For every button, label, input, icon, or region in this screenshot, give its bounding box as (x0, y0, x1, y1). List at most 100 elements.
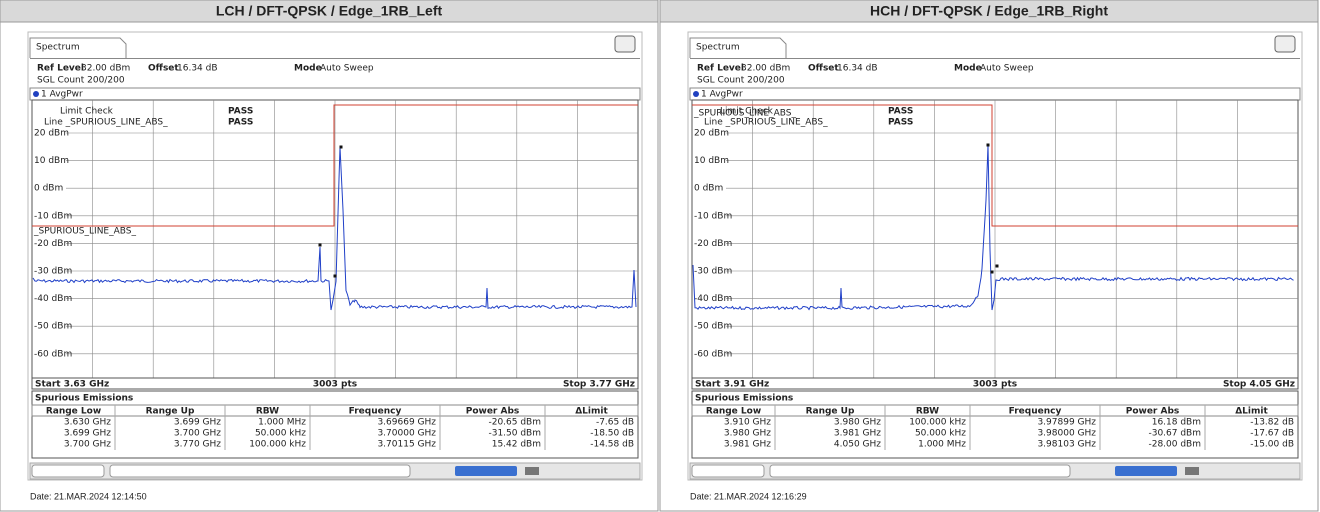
panel-frame (0, 21, 659, 512)
stop-frequency: Stop 4.05 GHz (1223, 380, 1295, 390)
y-label: -50 dBm (34, 322, 72, 332)
panel-title: HCH / DFT-QPSK / Edge_1RB_Right (870, 3, 1108, 19)
y-label: -10 dBm (34, 211, 72, 221)
setting-mode: Auto Sweep (980, 64, 1034, 74)
table-cell: -17.67 dB (1250, 429, 1294, 439)
table-cell: -28.00 dBm (1148, 440, 1201, 450)
limit-line (32, 104, 638, 227)
peak-marker (339, 145, 343, 149)
table-cell: 3.980 GHz (724, 429, 771, 439)
sgl-count: SGL Count 200/200 (697, 76, 785, 86)
setting-mode-label: Mode (954, 64, 982, 74)
start-frequency: Start 3.63 GHz (35, 380, 109, 390)
limit-line-result: PASS (888, 118, 913, 128)
table-cell: 3.69669 GHz (377, 418, 436, 428)
status-icon (1185, 467, 1199, 475)
sweep-footer (31, 377, 639, 390)
table-cell: -31.50 dBm (488, 429, 541, 439)
y-label: -10 dBm (694, 211, 732, 221)
trace-bar (689, 87, 1301, 101)
y-label: 10 dBm (694, 156, 729, 166)
info-line (690, 58, 1300, 59)
table-cell: -7.65 dB (596, 418, 634, 428)
table-frame (691, 390, 1299, 459)
start-frequency: Start 3.91 GHz (695, 380, 769, 390)
trace-dot (693, 91, 699, 97)
sweep-footer (691, 377, 1299, 390)
table-cell: -18.50 dB (590, 429, 634, 439)
table-header-cell: Frequency (349, 407, 402, 417)
y-label: -30 dBm (34, 267, 72, 277)
table-header-cell: Frequency (1009, 407, 1062, 417)
trace-dot (33, 91, 39, 97)
setting-ref-level-label: Ref Level (697, 64, 744, 74)
table-header-cell: Range Low (46, 407, 101, 417)
table-cell: 3.770 GHz (174, 440, 221, 450)
table-cell: 3.630 GHz (64, 418, 111, 428)
table-cell: 16.18 dBm (1152, 418, 1201, 428)
table-cell: 3.699 GHz (174, 418, 221, 428)
peak-marker (318, 243, 322, 247)
table-cell: 3.98103 GHz (1037, 440, 1096, 450)
setting-ref-level: 32.00 dBm (81, 64, 130, 74)
sweep-points: 3003 pts (973, 380, 1017, 390)
table-cell: 3.981 GHz (834, 429, 881, 439)
table-cell: 100.000 kHz (909, 418, 966, 428)
peak-marker (333, 274, 337, 278)
table-cell: 4.050 GHz (834, 440, 881, 450)
status-icon (525, 467, 539, 475)
spectrum-tab (689, 37, 787, 58)
setting-ref-level: 32.00 dBm (741, 64, 790, 74)
table-header-cell: ΔLimit (1235, 407, 1268, 417)
table-header-cell: Range Low (706, 407, 761, 417)
table-header-cell: Range Up (146, 407, 195, 417)
limit-line-label: _SPURIOUS_LINE_ABS_ (33, 227, 136, 237)
spectrum-trace (692, 144, 1294, 311)
table-cell: 3.910 GHz (724, 418, 771, 428)
setting-mode: Auto Sweep (320, 64, 374, 74)
limit-check-label: Limit Check (720, 107, 774, 117)
spectrum-trace (32, 146, 637, 311)
limit-line-label: _SPURIOUS_LINE_ABS_ (693, 109, 796, 119)
trace-label: 1 AvgPwr (701, 90, 743, 100)
capture-date: Date: 21.MAR.2024 12:16:29 (690, 491, 807, 501)
sweep-points: 3003 pts (313, 380, 357, 390)
status-box (769, 464, 1071, 478)
table-cell: -14.58 dB (590, 440, 634, 450)
y-label: -60 dBm (34, 349, 72, 359)
table-cell: 3.98000 GHz (1037, 429, 1096, 439)
tab-label[interactable]: Spectrum (696, 43, 740, 53)
tab-label[interactable]: Spectrum (36, 43, 80, 53)
menu-icon (614, 35, 636, 53)
table-title: Spurious Emissions (35, 394, 133, 404)
table-cell: 3.97899 GHz (1037, 418, 1096, 428)
table-cell: 3.700 GHz (64, 440, 111, 450)
y-label: -40 dBm (34, 294, 72, 304)
setting-offset: 16.34 dB (837, 64, 878, 74)
panel: LCH / DFT-QPSK / Edge_1RB_Left Spectrum Re… (0, 0, 659, 512)
progress-indicator (1115, 466, 1177, 476)
table-header-bg (691, 404, 1299, 417)
sgl-count: SGL Count 200/200 (37, 76, 125, 86)
y-label: -50 dBm (694, 322, 732, 332)
table-cell: -30.67 dBm (1148, 429, 1201, 439)
peak-marker (995, 264, 999, 268)
trace-label: 1 AvgPwr (41, 90, 83, 100)
table-header-cell: ΔLimit (575, 407, 608, 417)
limit-line-name: Line _SPURIOUS_LINE_ABS_ (704, 118, 828, 128)
table-cell: 15.42 dBm (492, 440, 541, 450)
y-label: -30 dBm (694, 267, 732, 277)
panel: HCH / DFT-QPSK / Edge_1RB_Right Spectrum R… (659, 0, 1319, 512)
y-label: 0 dBm (694, 184, 723, 194)
y-label: 20 dBm (694, 129, 729, 139)
setting-mode-label: Mode (294, 64, 322, 74)
status-box (691, 464, 765, 478)
setting-offset: 16.34 dB (177, 64, 218, 74)
y-label: 10 dBm (34, 156, 69, 166)
status-box (109, 464, 411, 478)
table-cell: -13.82 dB (1250, 418, 1294, 428)
menu-icon (1274, 35, 1296, 53)
limit-line-result: PASS (228, 118, 253, 128)
table-cell: 1.000 MHz (918, 440, 966, 450)
capture-date: Date: 21.MAR.2024 12:14:50 (30, 491, 147, 501)
